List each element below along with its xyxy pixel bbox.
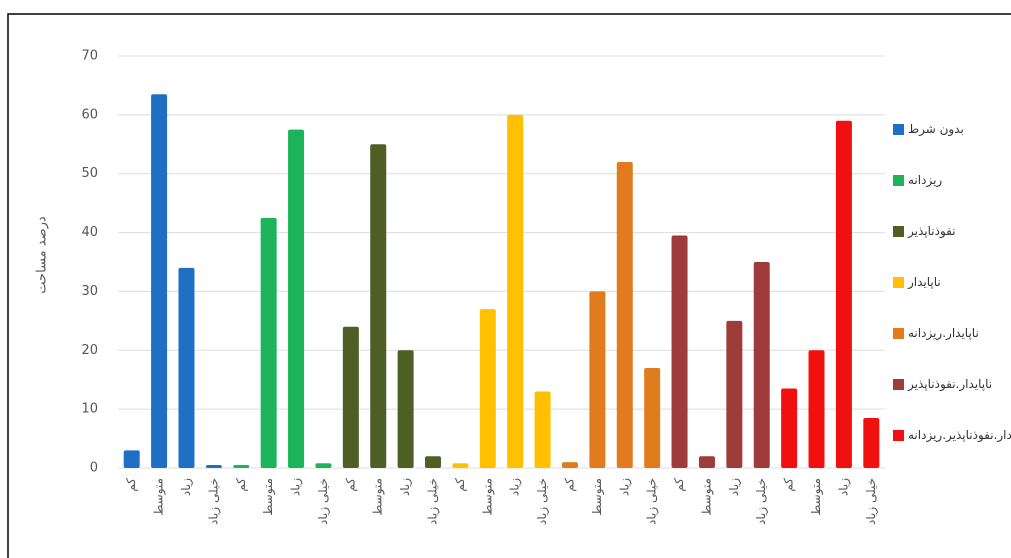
x-tick-label: خیلی زیاد: [535, 478, 550, 525]
legend-label: ناپایدار: [908, 275, 941, 289]
y-tick-label: 20: [81, 343, 98, 358]
frame: [7, 13, 1011, 558]
x-tick-label: زیاد: [617, 478, 632, 496]
bar: [452, 463, 469, 468]
legend-item: ناپایدار.نفوذناپذیر.ریزدانه: [893, 428, 1011, 442]
x-tick-label: متوسط: [261, 478, 276, 516]
x-tick-label: متوسط: [152, 478, 167, 516]
bar: [753, 262, 770, 468]
bar: [698, 456, 715, 468]
legend-item: نفوذناپذیر: [893, 224, 1011, 238]
x-tick-label: کم: [124, 478, 138, 492]
bar: [507, 114, 524, 468]
bar: [589, 291, 606, 468]
x-tick-label: متوسط: [480, 478, 495, 516]
bar: [178, 267, 195, 468]
x-tick-label: خیلی زیاد: [206, 478, 221, 525]
bar: [288, 129, 305, 469]
legend-label: ناپایدار.ریزدانه: [908, 326, 979, 340]
y-tick-label: 10: [81, 402, 98, 417]
bar: [123, 450, 140, 468]
bar: [863, 417, 880, 468]
legend-label: ناپایدار.نفوذناپذیر.ریزدانه: [908, 428, 1011, 442]
legend-swatch: [893, 124, 904, 135]
bar: [644, 367, 661, 468]
bar: [671, 235, 688, 468]
legend-item: ناپایدار: [893, 275, 1011, 289]
x-tick-label: متوسط: [809, 478, 824, 516]
bar: [781, 388, 798, 468]
bar: [315, 463, 332, 468]
x-tick-label: کم: [562, 478, 576, 492]
bar: [260, 217, 277, 468]
bar: [370, 144, 387, 469]
x-tick-label: متوسط: [590, 478, 605, 516]
y-tick-label: 70: [81, 49, 98, 64]
bar: [835, 120, 852, 468]
x-tick-label: خیلی زیاد: [645, 478, 660, 525]
legend-label: ریزدانه: [908, 173, 943, 187]
bar: [616, 161, 633, 468]
x-tick-label: متوسط: [699, 478, 714, 516]
bar: [151, 94, 168, 468]
legend-label: بدون شرط: [908, 122, 964, 136]
legend-label: ناپایدار.نفوذناپذیر: [908, 377, 993, 391]
legend-swatch: [893, 430, 904, 441]
bar: [561, 462, 578, 468]
x-tick-label: خیلی زیاد: [754, 478, 769, 525]
legend-item: ناپایدار.ریزدانه: [893, 326, 1011, 340]
legend-item: ناپایدار.نفوذناپذیر: [893, 377, 1011, 391]
bar: [534, 391, 551, 468]
x-tick-label: زیاد: [398, 478, 413, 496]
y-tick-label: 0: [90, 461, 98, 476]
x-tick-label: کم: [672, 478, 686, 492]
legend-swatch: [893, 226, 904, 237]
x-tick-label: زیاد: [508, 478, 523, 496]
x-tick-label: متوسط: [371, 478, 386, 516]
legend-swatch: [893, 379, 904, 390]
bar: [397, 350, 414, 468]
x-tick-label: کم: [234, 478, 248, 492]
x-tick-label: کم: [453, 478, 467, 492]
x-tick-label: کم: [343, 478, 357, 492]
legend-label: نفوذناپذیر: [908, 224, 956, 238]
y-tick-label: 30: [81, 284, 98, 299]
x-tick-label: زیاد: [727, 478, 742, 496]
bar: [808, 350, 825, 468]
y-tick-label: 50: [81, 166, 98, 181]
y-tick-label: 60: [81, 107, 98, 122]
y-axis-label: درصد مساحت: [35, 216, 50, 294]
x-tick-label: زیاد: [836, 478, 851, 496]
bar: [233, 465, 250, 468]
legend-item: بدون شرط: [893, 122, 1011, 136]
x-tick-label: زیاد: [179, 478, 194, 496]
legend-item: ریزدانه: [893, 173, 1011, 187]
x-tick-label: زیاد: [289, 478, 304, 496]
legend-swatch: [893, 277, 904, 288]
x-tick-label: خیلی زیاد: [864, 478, 879, 525]
bar: [205, 465, 222, 468]
legend-swatch: [893, 175, 904, 186]
x-tick-label: خیلی زیاد: [426, 478, 441, 525]
bar: [425, 456, 442, 468]
y-tick-label: 40: [81, 225, 98, 240]
x-tick-label: کم: [782, 478, 796, 492]
legend-swatch: [893, 328, 904, 339]
x-tick-label: خیلی زیاد: [316, 478, 331, 525]
bar: [726, 320, 743, 468]
bar: [342, 326, 359, 468]
bar: [479, 309, 496, 468]
